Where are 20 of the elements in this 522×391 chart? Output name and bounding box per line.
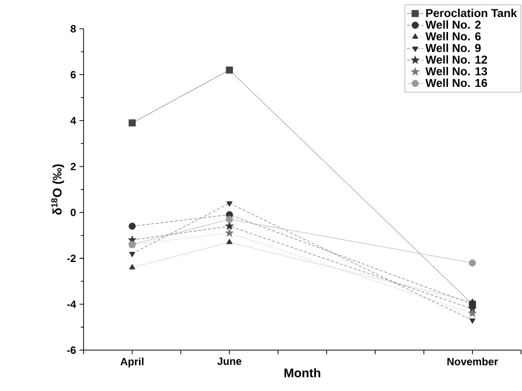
- y-tick-label: -6: [67, 346, 76, 354]
- y-tick-label: 0: [70, 208, 76, 216]
- legend-label: Peroclation Tank: [426, 8, 518, 17]
- y-axis-title: δ$^{18}$O (‰): [51, 164, 64, 214]
- y-tick-label: 6: [70, 70, 76, 78]
- legend-label: Well No. 6: [425, 32, 481, 40]
- y-tick-label: -4: [67, 300, 76, 308]
- x-tick-label: June: [217, 357, 242, 365]
- legend-label: Well No. 12: [425, 55, 488, 64]
- legend-label: Well No. 9: [425, 43, 481, 52]
- y-tick-label: 8: [70, 24, 76, 32]
- legend-label: Well No. 16: [425, 78, 488, 87]
- y-tick-label: 4: [70, 116, 76, 124]
- x-axis-title: Month: [284, 368, 320, 378]
- x-tick-label: April: [120, 357, 144, 368]
- x-tick-label: November: [447, 357, 498, 366]
- legend-label: Well No. 13: [425, 66, 488, 76]
- legend-label: Well No. 2: [425, 20, 481, 29]
- y-tick-label: -2: [67, 254, 76, 262]
- y-tick-label: 2: [70, 162, 76, 170]
